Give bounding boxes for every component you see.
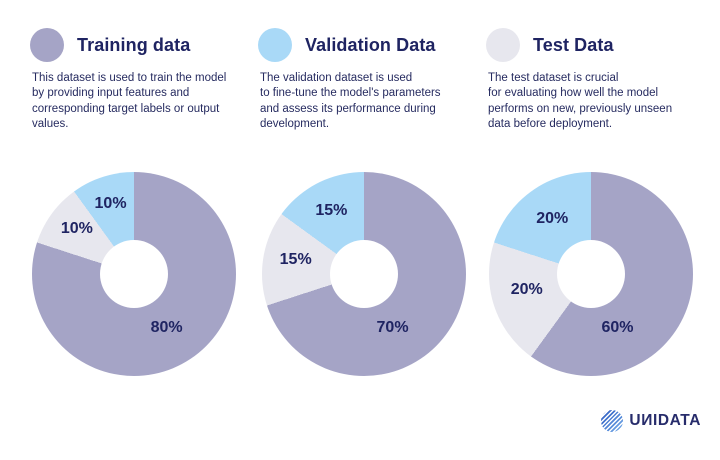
legend-item-test: Test Data The test dataset is crucial fo… — [486, 28, 714, 133]
slice-label: 80% — [150, 319, 183, 337]
legend-description-training: This dataset is used to train the model … — [32, 72, 227, 131]
legend-columns: Training data This dataset is used to tr… — [30, 28, 714, 133]
slice-label: 15% — [315, 201, 348, 219]
training-data-dot-icon — [30, 28, 64, 62]
legend-description-test: The test dataset is crucial for evaluati… — [488, 72, 673, 131]
slice-label: 20% — [536, 209, 569, 227]
legend-title-validation: Validation Data — [305, 34, 436, 55]
legend-description-validation: The validation dataset is used to fine-t… — [260, 72, 441, 131]
slice-label: 70% — [376, 319, 409, 337]
legend-row: Test Data — [486, 28, 714, 62]
legend-title-training: Training data — [77, 34, 191, 55]
slice-label: 15% — [279, 250, 312, 268]
donut-chart-70-15-15: 70% 15% 15% — [262, 172, 466, 376]
donut-chart-80-10-10: 80% 10% 10% — [32, 172, 236, 376]
slice-label: 60% — [601, 319, 634, 337]
donut-chart-60-20-20: 60% 20% 20% — [489, 172, 693, 376]
legend-item-training: Training data This dataset is used to tr… — [30, 28, 258, 133]
donut-hole — [100, 240, 168, 308]
slice-label: 10% — [60, 220, 93, 238]
donut-hole — [557, 240, 625, 308]
donut-hole — [330, 240, 398, 308]
slice-label: 10% — [94, 194, 127, 212]
slice-label: 20% — [510, 281, 543, 299]
globe-icon — [601, 410, 624, 432]
legend-title-test: Test Data — [533, 34, 614, 55]
legend-row: Training data — [30, 28, 258, 62]
brand-name: UИIDATA — [629, 412, 701, 429]
validation-data-dot-icon — [258, 28, 292, 62]
brand-logo: UИIDATA — [601, 410, 701, 432]
legend-item-validation: Validation Data The validation dataset i… — [258, 28, 486, 133]
test-data-dot-icon — [486, 28, 520, 62]
legend-row: Validation Data — [258, 28, 486, 62]
